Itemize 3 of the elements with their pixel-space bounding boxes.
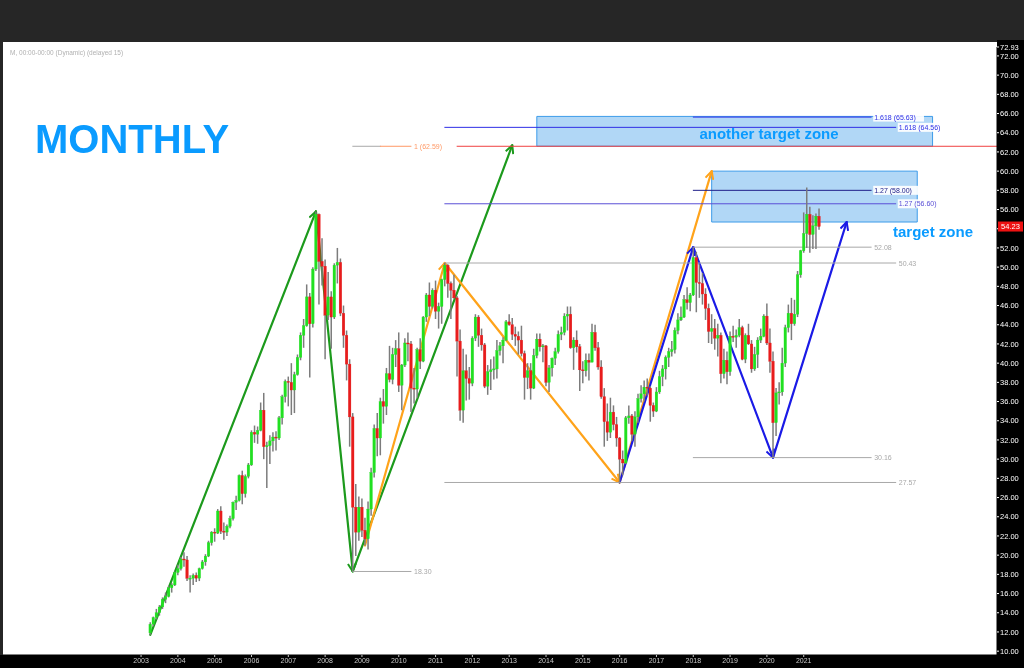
annotation: target zone xyxy=(892,223,974,240)
text: MONTHLY xyxy=(35,117,230,161)
annotation: another target zone xyxy=(699,125,839,142)
